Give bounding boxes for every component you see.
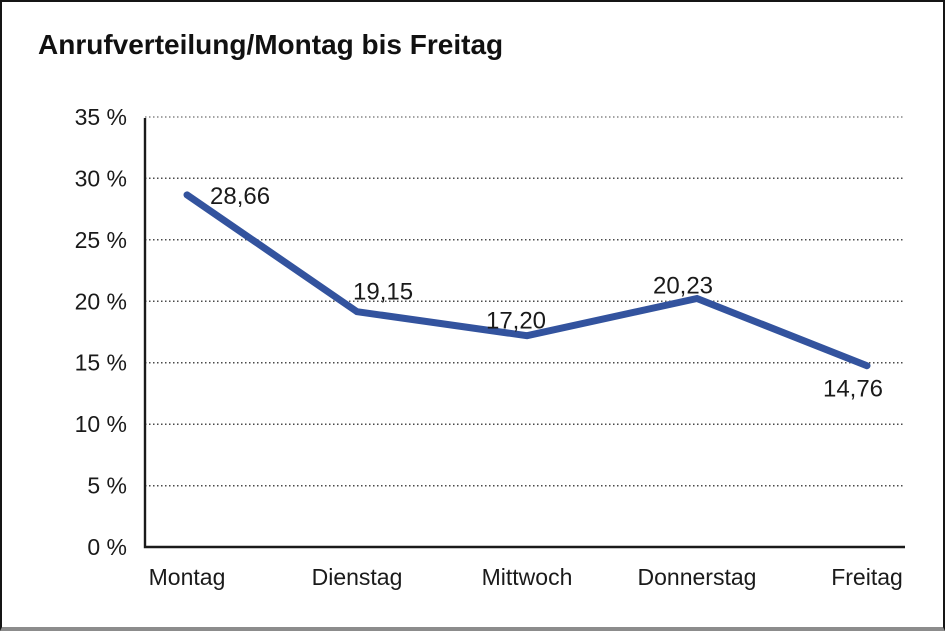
data-point-label: 20,23: [653, 273, 713, 300]
y-tick-label: 25 %: [75, 227, 127, 253]
x-tick-label: Mittwoch: [482, 564, 573, 590]
x-tick-label: Dienstag: [312, 564, 403, 590]
y-tick-label: 10 %: [75, 411, 127, 437]
y-tick-label: 35 %: [75, 104, 127, 130]
y-tick-label: 0 %: [87, 534, 127, 560]
x-tick-label: Montag: [149, 564, 226, 590]
series-line: [183, 191, 871, 370]
x-tick-label: Donnerstag: [638, 564, 757, 590]
chart-title: Anrufverteilung/Montag bis Freitag: [38, 29, 504, 60]
axis-lines: [143, 118, 905, 549]
data-point-label: 17,20: [486, 308, 546, 335]
data-point-label: 19,15: [353, 279, 413, 306]
data-point-label: 28,66: [210, 183, 270, 210]
data-point-label: 14,76: [823, 376, 883, 403]
y-tick-label: 15 %: [75, 350, 127, 376]
x-tick-label: Freitag: [831, 564, 903, 590]
y-tick-label: 5 %: [87, 473, 127, 499]
y-tick-label: 20 %: [75, 288, 127, 314]
y-tick-label: 30 %: [75, 165, 127, 191]
